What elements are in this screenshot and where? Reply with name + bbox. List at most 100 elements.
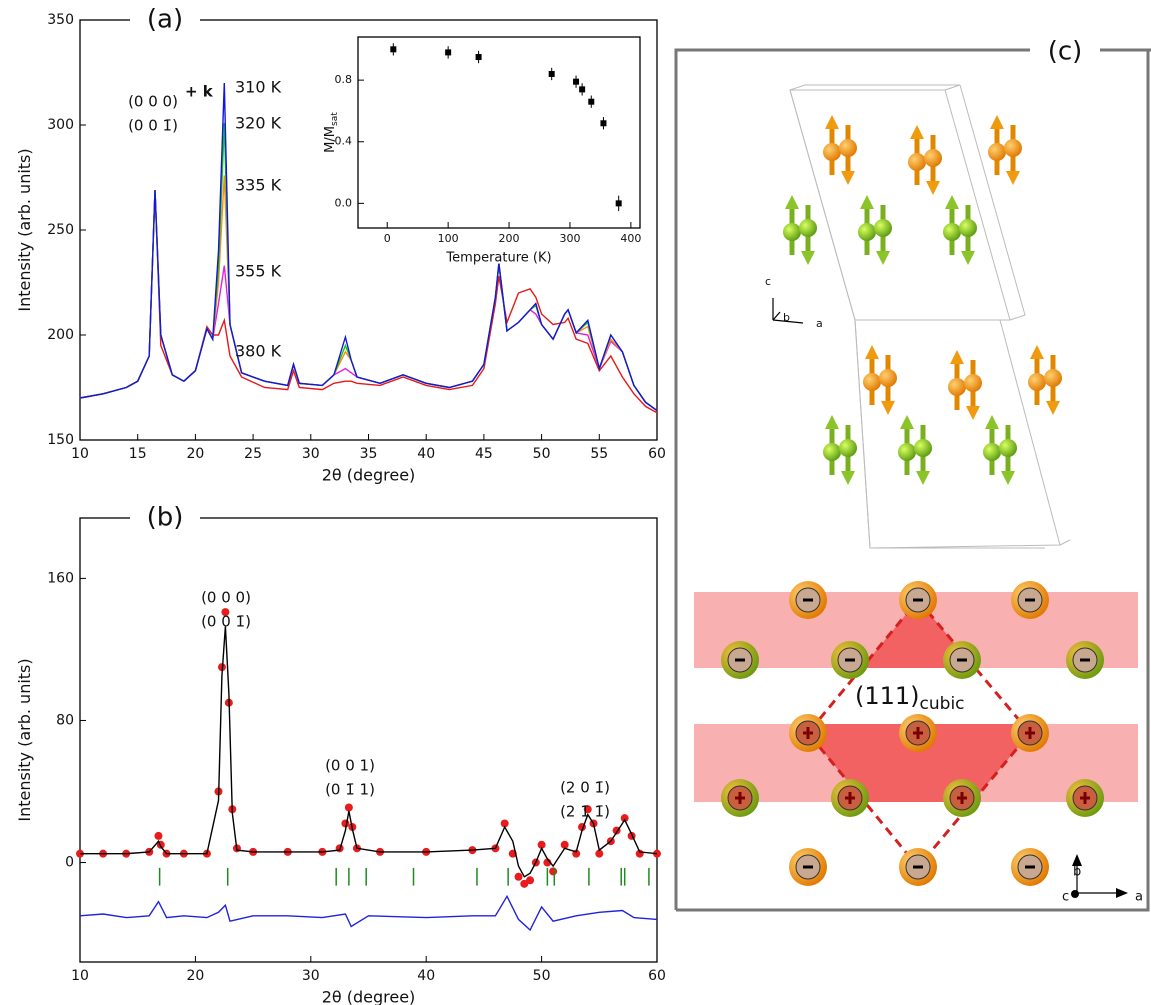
data-point: [579, 86, 586, 93]
x-tick-label: 10: [71, 968, 89, 984]
series-label: 355 K: [235, 262, 282, 281]
spin-head: [985, 415, 999, 429]
spin-head: [865, 345, 879, 359]
inset-bg: [358, 37, 640, 228]
x-tick-label: 400: [620, 232, 641, 245]
spin-atom: [863, 373, 881, 391]
x-tick-label: 300: [559, 232, 580, 245]
spin-atom: [1044, 369, 1062, 387]
y-axis-label: Intensity (arb. units): [15, 148, 34, 311]
annotation: (0 0 1̄): [201, 613, 251, 631]
spin-atom: [783, 223, 801, 241]
y-tick-label: 350: [47, 12, 74, 28]
data-point: [341, 819, 350, 828]
series-line: [79, 894, 658, 932]
panel-label: (c): [1048, 37, 1083, 67]
annotation: (0 0 1): [325, 757, 375, 775]
data-point: [390, 46, 397, 53]
x-tick-label: 50: [533, 968, 551, 984]
spin-atom: [924, 149, 942, 167]
label-bg: [130, 502, 200, 534]
x-axis-label: 2θ (degree): [322, 988, 416, 1005]
panel-label: (a): [147, 5, 183, 35]
x-tick-label: 15: [129, 446, 147, 462]
spin-head: [881, 401, 895, 415]
spin-head: [961, 251, 975, 265]
spin-atom: [983, 443, 1001, 461]
spin-atom: [914, 439, 932, 457]
spin-head: [950, 350, 964, 364]
y-tick-label: 0: [65, 855, 74, 871]
x-tick-label: 20: [186, 446, 204, 462]
label-bg: [130, 4, 200, 36]
series-line: [80, 626, 658, 878]
spin-atom: [999, 439, 1017, 457]
y-tick-label: 200: [47, 327, 74, 343]
data-point: [595, 849, 604, 858]
data-point: [573, 78, 580, 85]
y-axis-subscript: sat: [330, 112, 340, 126]
axis-dot: [1071, 890, 1079, 898]
annotation: (2 1̄ 1̄): [560, 803, 610, 821]
axis-label: a: [1135, 890, 1143, 905]
series-line: [79, 82, 658, 412]
spin-head: [841, 171, 855, 185]
panel-frame: [674, 48, 1151, 912]
y-axis-text: Intensity (arb. units): [15, 658, 34, 821]
data-point: [344, 803, 353, 812]
x-tick-label: 30: [302, 968, 320, 984]
spin-atom: [1004, 139, 1022, 157]
spin-head: [926, 181, 940, 195]
x-tick-label: 50: [533, 446, 551, 462]
axis-label: a: [816, 317, 823, 330]
spin-atom: [839, 439, 857, 457]
series-label: 320 K: [235, 114, 282, 133]
spin-atom: [858, 223, 876, 241]
spin-head: [825, 115, 839, 129]
spin-head: [966, 406, 980, 420]
data-point: [445, 49, 452, 56]
y-tick-label: 80: [56, 712, 74, 728]
y-axis-text: M/M: [323, 126, 338, 153]
axis-label: b: [1073, 865, 1081, 880]
panel-c: (c) (111)cubic c b a b c a: [674, 37, 1151, 912]
x-tick-label: 10: [71, 446, 89, 462]
spin-atom: [874, 219, 892, 237]
data-point: [615, 200, 622, 207]
spin-head: [1006, 171, 1020, 185]
x-tick-label: 25: [244, 446, 262, 462]
annotation: (0 0 1̄): [128, 117, 178, 135]
data-point: [500, 819, 509, 828]
x-tick-label: 200: [499, 232, 520, 245]
series-label: 380 K: [235, 342, 282, 361]
y-axis-label: Intensity (arb. units): [15, 658, 34, 821]
data-point: [520, 879, 529, 888]
data-point: [221, 608, 230, 617]
x-axis-label: 2θ (degree): [322, 466, 416, 485]
axis-label: c: [1062, 890, 1069, 905]
spin-head: [785, 195, 799, 209]
y-axis-label: M/Msat: [323, 112, 340, 153]
spin-atom: [823, 143, 841, 161]
data-point: [620, 814, 629, 823]
x-tick-label: 55: [590, 446, 608, 462]
x-tick-label: 100: [438, 232, 459, 245]
spin-atom: [839, 139, 857, 157]
x-tick-label: 40: [417, 446, 435, 462]
axes-glyph: [772, 298, 1120, 894]
plot-frame: [79, 517, 658, 963]
data-point: [537, 840, 546, 849]
annotation: (2 0 1̄): [560, 779, 610, 797]
arrow-head: [1116, 888, 1128, 898]
unit-cell: [789, 84, 1071, 549]
x-tick-label: 0: [384, 232, 391, 245]
x-tick-label: 40: [417, 968, 435, 984]
arrow-head: [1072, 854, 1082, 866]
spin-head: [916, 471, 930, 485]
data-point: [514, 872, 523, 881]
series-label: 310 K: [235, 78, 282, 97]
spin-atom: [948, 378, 966, 396]
data-point: [600, 120, 607, 127]
spin-head: [801, 251, 815, 265]
